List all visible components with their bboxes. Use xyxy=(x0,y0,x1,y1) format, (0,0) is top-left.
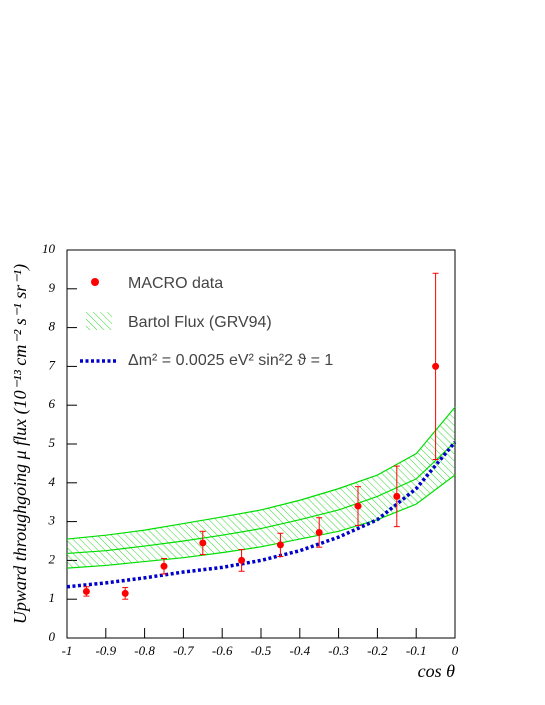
band-upper-line xyxy=(66,406,456,540)
data-point xyxy=(393,492,401,500)
legend-label: Δm² = 0.0025 eV² sin²2 ϑ = 1 xyxy=(128,352,333,369)
legend-swatch xyxy=(86,312,112,330)
data-point xyxy=(432,362,440,370)
y-tick-label: 5 xyxy=(49,435,56,450)
legend-marker xyxy=(91,278,99,286)
x-tick-label: -1 xyxy=(62,643,73,658)
oscillation-line xyxy=(66,440,457,589)
x-tick-label: -0.1 xyxy=(406,643,427,658)
data-point xyxy=(82,587,90,595)
band-center-line xyxy=(66,441,456,555)
x-tick-label: -0.6 xyxy=(212,643,233,658)
data-point xyxy=(160,562,168,570)
y-tick-label: 4 xyxy=(49,474,56,489)
data-point xyxy=(315,528,323,536)
x-tick-label: -0.2 xyxy=(367,643,388,658)
data-point xyxy=(199,539,207,547)
y-tick-label: 2 xyxy=(49,551,56,566)
x-tick-label: -0.5 xyxy=(251,643,272,658)
y-tick-label: 6 xyxy=(49,396,56,411)
y-tick-label: 8 xyxy=(49,319,56,334)
legend-label: Bartol Flux (GRV94) xyxy=(128,314,272,331)
x-tick-label: -0.9 xyxy=(96,643,117,658)
x-tick-label: -0.4 xyxy=(290,643,311,658)
y-axis-label: Upward throughgoing μ flux (10⁻¹³ cm⁻² s… xyxy=(10,264,31,624)
data-point xyxy=(238,556,246,564)
y-tick-label: 9 xyxy=(49,280,56,295)
x-tick-label: -0.7 xyxy=(173,643,194,658)
y-tick-label: 10 xyxy=(42,241,56,256)
band-lower-line xyxy=(66,474,456,569)
legend-label: MACRO data xyxy=(128,275,223,292)
data-point xyxy=(354,502,362,510)
y-tick-label: 3 xyxy=(48,513,56,528)
band-fill xyxy=(67,407,455,569)
x-tick-label: -0.3 xyxy=(328,643,349,658)
y-tick-label: 7 xyxy=(49,357,56,372)
x-tick-label: 0 xyxy=(452,643,459,658)
y-tick-label: 0 xyxy=(49,629,56,644)
plot-frame xyxy=(66,249,456,639)
x-axis-label: cos θ xyxy=(418,661,455,681)
y-tick-label: 1 xyxy=(49,590,56,605)
x-tick-label: -0.8 xyxy=(134,643,155,658)
data-point xyxy=(276,541,284,549)
data-point xyxy=(121,589,129,597)
